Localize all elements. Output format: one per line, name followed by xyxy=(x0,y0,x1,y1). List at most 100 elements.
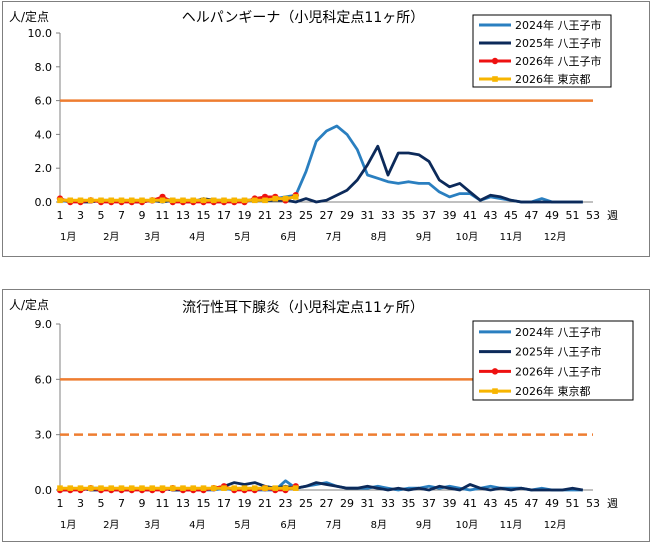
month-label: 2月 xyxy=(103,519,119,531)
series-point-tokyo xyxy=(159,485,166,491)
x-tick-label: 3 xyxy=(77,209,84,222)
series-point-tokyo xyxy=(180,197,186,204)
series-point-tokyo xyxy=(149,197,156,204)
x-tick-label: 53 xyxy=(586,497,600,510)
x-tick-label: 13 xyxy=(176,497,190,510)
x-tick-label: 7 xyxy=(118,497,125,510)
x-tick-label: 51 xyxy=(566,209,580,222)
series-point-tokyo xyxy=(241,197,248,204)
y-tick-label: 4.0 xyxy=(35,128,53,141)
x-tick-label: 19 xyxy=(238,497,252,510)
legend-label-s2025: 2025年 八王子市 xyxy=(515,345,602,359)
series-point-tokyo xyxy=(108,485,115,491)
month-label: 9月 xyxy=(416,519,432,531)
month-label: 7月 xyxy=(325,519,341,531)
chart-title: 流行性耳下腺炎（小児科定点11ヶ所） xyxy=(182,300,424,316)
series-point-tokyo xyxy=(128,197,135,204)
series-point-tokyo xyxy=(87,197,94,204)
helpangina-chart-panel: ヘルパンギーナ（小児科定点11ヶ所） 人/定点 0.0 2.0 4.0 6.0 8.0 10.… xyxy=(2,1,650,257)
series-point-tokyo xyxy=(57,197,63,204)
legend-label-tokyo: 2026年 東京都 xyxy=(515,72,591,86)
series-point-tokyo xyxy=(118,197,125,204)
x-tick-label: 5 xyxy=(98,209,105,222)
series-point-tokyo xyxy=(272,485,279,491)
x-tick-label: 33 xyxy=(381,497,395,510)
x-tick-label: 15 xyxy=(197,209,211,222)
x-tick-label: 43 xyxy=(484,209,498,222)
series-point-tokyo xyxy=(241,485,248,491)
x-axis-unit-label: 週 xyxy=(607,497,618,510)
mumps-chart: 流行性耳下腺炎（小児科定点11ヶ所）人/定点0.03.06.09.01 3 5 7 9 1… xyxy=(9,297,634,531)
helpangina-chart: ヘルパンギーナ（小児科定点11ヶ所） 人/定点 0.0 2.0 4.0 6.0 8.0 10.… xyxy=(9,9,618,243)
y-tick-label: 8.0 xyxy=(35,61,53,74)
series-point-tokyo xyxy=(292,194,299,200)
y-tick-label: 10.0 xyxy=(28,27,53,40)
legend-label-s2025: 2025年 八王子市 xyxy=(515,36,602,50)
series-point-tokyo xyxy=(139,197,145,204)
x-tick-label: 1 xyxy=(57,497,64,510)
x-tick-label: 53 xyxy=(586,209,600,222)
x-tick-label: 15 xyxy=(197,497,211,510)
legend-box xyxy=(472,320,634,401)
legend-marker-s2026 xyxy=(491,368,499,375)
series-point-tokyo xyxy=(98,485,104,491)
x-tick-label: 51 xyxy=(566,497,580,510)
series-point-tokyo xyxy=(200,485,207,491)
legend-marker-s2026 xyxy=(491,57,499,65)
x-tick-label: 25 xyxy=(299,209,313,222)
x-tick-label: 5 xyxy=(98,497,105,510)
legend-marker-tokyo xyxy=(492,388,498,394)
series-point-tokyo xyxy=(210,485,217,491)
x-tick-label: 27 xyxy=(320,209,334,222)
x-tick-label: 45 xyxy=(504,209,518,222)
x-tick-label: 47 xyxy=(525,209,539,222)
series-point-tokyo xyxy=(272,195,279,202)
y-tick-label: 2.0 xyxy=(35,162,53,175)
series-point-tokyo xyxy=(149,485,156,491)
x-tick-label: 45 xyxy=(504,497,518,510)
month-label: 10月 xyxy=(456,519,479,531)
x-tick-label: 17 xyxy=(217,209,231,222)
legend-label-s2024: 2024年 八王子市 xyxy=(515,18,602,32)
month-label: 6月 xyxy=(280,519,296,531)
x-tick-label: 11 xyxy=(156,497,170,510)
series-line-s2024 xyxy=(59,124,583,204)
y-tick-label: 3.0 xyxy=(35,429,53,442)
x-tick-label: 43 xyxy=(484,497,498,510)
y-axis-unit-label: 人/定点 xyxy=(9,9,49,24)
x-tick-label: 47 xyxy=(525,497,539,510)
series-point-tokyo xyxy=(200,197,207,204)
series-point-tokyo xyxy=(190,485,197,491)
series-point-tokyo xyxy=(282,485,289,491)
x-tick-label: 49 xyxy=(545,497,559,510)
series-point-tokyo xyxy=(262,197,268,204)
month-label: 6月 xyxy=(280,231,296,243)
month-label: 12月 xyxy=(544,231,567,243)
x-tick-label: 19 xyxy=(238,209,252,222)
series-line-s2025 xyxy=(60,144,583,204)
month-label: 8月 xyxy=(371,231,387,243)
x-tick-label: 33 xyxy=(381,209,395,222)
series-point-tokyo xyxy=(77,197,84,204)
x-tick-label: 7 xyxy=(118,209,125,222)
series-point-tokyo xyxy=(221,485,227,491)
x-tick-label: 31 xyxy=(361,209,375,222)
month-label: 10月 xyxy=(456,231,479,243)
x-tick-label: 17 xyxy=(217,497,231,510)
series-point-tokyo xyxy=(251,197,258,204)
x-tick-label: 31 xyxy=(361,497,375,510)
series-point-tokyo xyxy=(262,485,268,491)
month-label: 2月 xyxy=(103,231,119,243)
month-label: 5月 xyxy=(234,519,250,531)
month-label: 9月 xyxy=(416,231,432,243)
x-tick-label: 11 xyxy=(156,209,170,222)
y-tick-label: 6.0 xyxy=(35,373,53,386)
x-tick-label: 37 xyxy=(422,497,436,510)
series-point-tokyo xyxy=(98,197,104,204)
series-point-tokyo xyxy=(231,485,238,491)
chart-title: ヘルパンギーナ（小児科定点11ヶ所） xyxy=(182,10,425,26)
series-point-tokyo xyxy=(77,485,84,491)
month-label: 11月 xyxy=(500,231,523,243)
x-tick-label: 23 xyxy=(279,497,293,510)
series-point-tokyo xyxy=(231,197,238,204)
